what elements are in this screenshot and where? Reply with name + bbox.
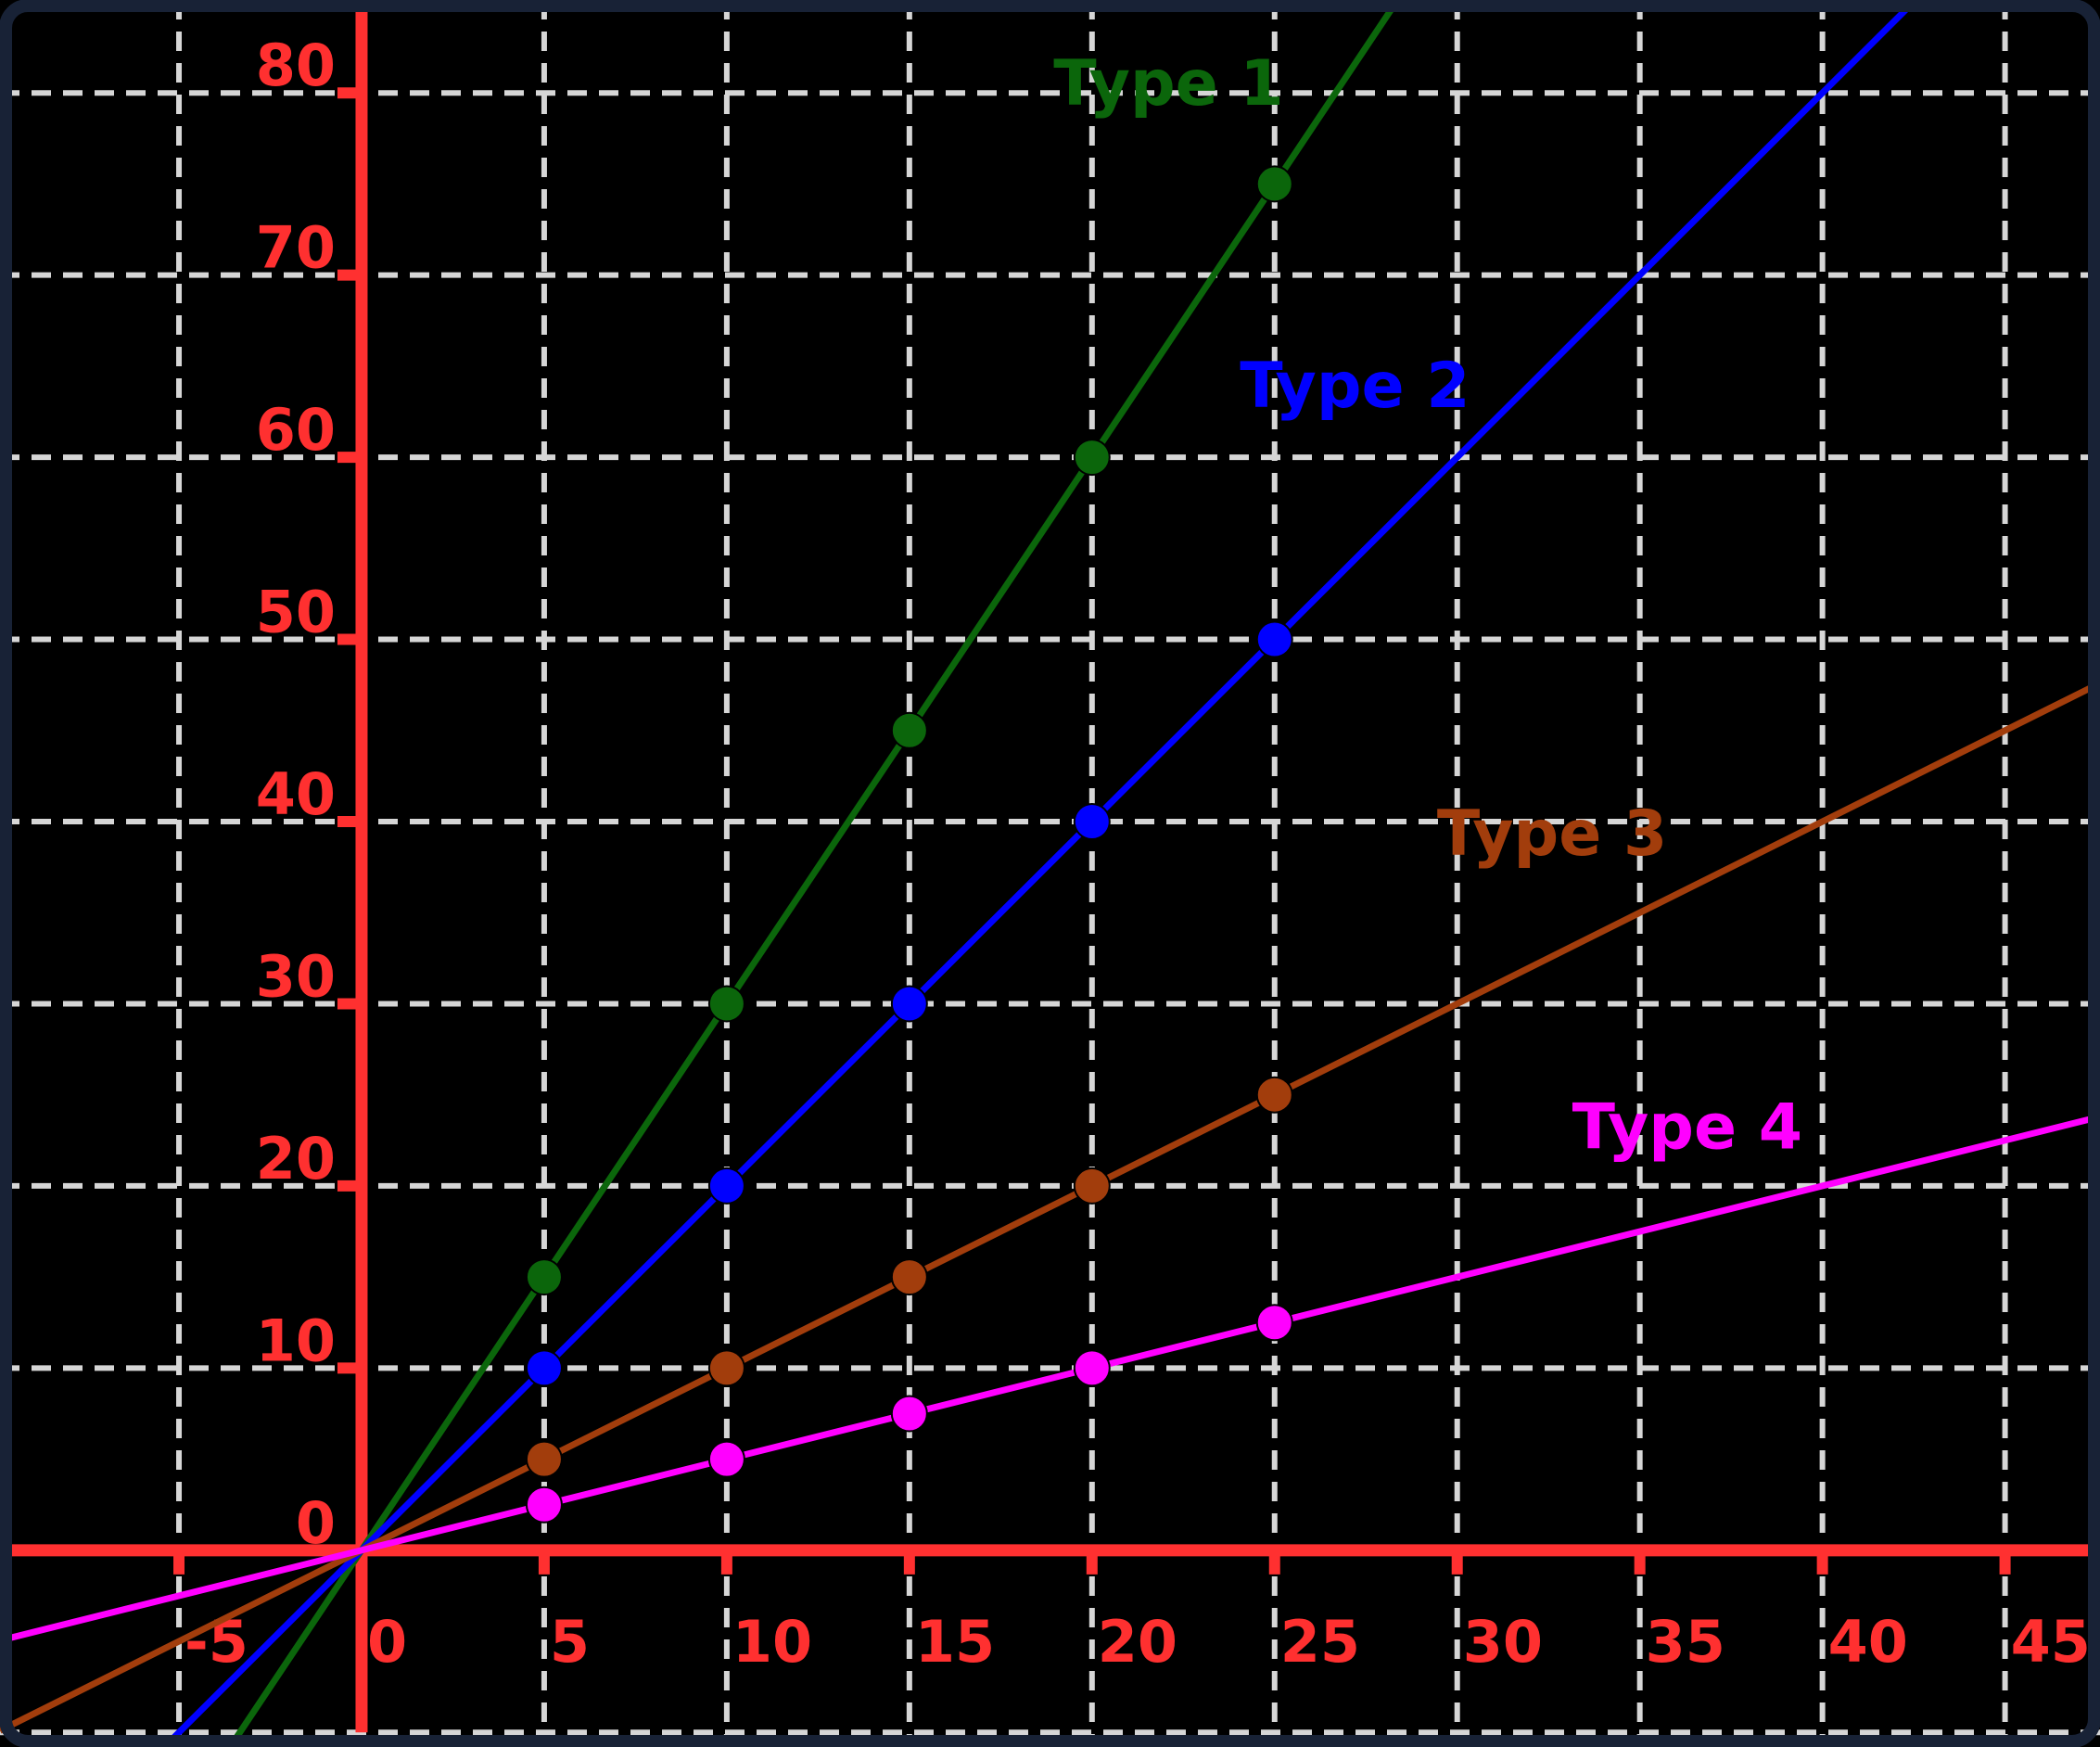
data-point xyxy=(707,985,745,1023)
x-tick-label: 5 xyxy=(550,1608,590,1676)
x-tick-label: 35 xyxy=(1646,1608,1725,1676)
data-point xyxy=(890,985,928,1023)
y-tick-label: 70 xyxy=(256,214,336,282)
data-point xyxy=(890,1395,928,1433)
data-point xyxy=(707,1167,745,1205)
data-point xyxy=(525,1486,563,1524)
y-tick-label: 80 xyxy=(256,32,336,99)
x-tick-label: 40 xyxy=(1828,1608,1908,1676)
data-point xyxy=(1255,1304,1293,1342)
y-tick-label: 40 xyxy=(256,760,336,828)
x-tick-label: -5 xyxy=(185,1608,248,1676)
series-label: Type 3 xyxy=(1437,797,1667,871)
x-tick-label: 45 xyxy=(2011,1608,2091,1676)
data-point xyxy=(1073,1349,1111,1387)
series-type-4: Type 4 xyxy=(0,1091,2100,1644)
data-point xyxy=(1255,1076,1293,1114)
series-label: Type 4 xyxy=(1572,1091,1802,1165)
data-point xyxy=(525,1440,563,1478)
y-tick-label: 60 xyxy=(256,396,336,464)
data-point xyxy=(707,1349,745,1387)
y-tick-label: 30 xyxy=(256,942,336,1010)
series-label: Type 1 xyxy=(1053,47,1283,121)
data-point xyxy=(1073,803,1111,841)
series-label: Type 2 xyxy=(1240,350,1470,423)
data-point xyxy=(525,1258,563,1296)
data-point xyxy=(707,1440,745,1478)
x-tick-label: 25 xyxy=(1280,1608,1360,1676)
x-tick-label: 0 xyxy=(367,1608,407,1676)
x-tick-label: 30 xyxy=(1463,1608,1543,1676)
y-tick-label: 50 xyxy=(256,579,336,646)
data-point xyxy=(1255,165,1293,203)
x-tick-label: 20 xyxy=(1098,1608,1177,1676)
y-tick-label: 10 xyxy=(256,1307,336,1374)
series-line xyxy=(0,1113,2100,1644)
data-point xyxy=(1255,620,1293,658)
tick-labels: -5 0 5 10 15 20 25 30 35 40 45 0 10 20 30 40 50 60 70 80 xyxy=(185,32,2091,1676)
x-tick-label: 10 xyxy=(732,1608,812,1676)
y-tick-label: 20 xyxy=(256,1125,336,1192)
data-point xyxy=(525,1349,563,1387)
data-point xyxy=(890,711,928,749)
data-point xyxy=(1073,1167,1111,1205)
data-point xyxy=(890,1258,928,1296)
y-tick-label: 0 xyxy=(296,1489,336,1557)
x-tick-label: 15 xyxy=(915,1608,995,1676)
data-point xyxy=(1073,439,1111,477)
